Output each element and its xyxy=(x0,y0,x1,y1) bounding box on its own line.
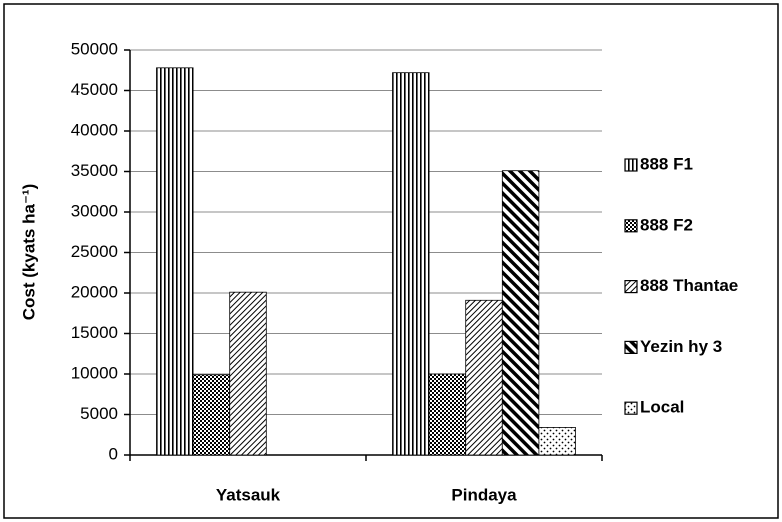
y-tick-label: 15000 xyxy=(71,323,118,342)
bar xyxy=(229,291,267,456)
legend-label: 888 F1 xyxy=(640,154,693,173)
bar xyxy=(392,72,430,456)
legend-swatch xyxy=(624,340,638,354)
y-tick-label: 35000 xyxy=(71,161,118,180)
bar xyxy=(428,373,467,456)
legend-swatch xyxy=(624,280,638,294)
x-tick-label: Pindaya xyxy=(451,485,517,504)
bar xyxy=(465,299,503,456)
y-tick-label: 30000 xyxy=(71,201,118,220)
y-tick-label: 5000 xyxy=(80,404,118,423)
y-tick-label: 45000 xyxy=(71,80,118,99)
y-tick-label: 50000 xyxy=(71,39,118,58)
legend-swatch xyxy=(624,158,638,172)
legend-label: 888 Thantae xyxy=(640,276,738,295)
bar xyxy=(538,427,576,456)
legend-swatch xyxy=(624,219,638,233)
bar xyxy=(156,67,194,456)
bar xyxy=(192,374,231,456)
legend-label: Local xyxy=(640,398,684,417)
legend-label: Yezin hy 3 xyxy=(640,337,722,356)
chart-border xyxy=(3,3,779,519)
legend-label: 888 F2 xyxy=(640,215,693,234)
y-tick-label: 20000 xyxy=(71,282,118,301)
y-tick-label: 40000 xyxy=(71,120,118,139)
y-tick-label: 25000 xyxy=(71,242,118,261)
y-axis-label: Cost (kyats ha⁻¹) xyxy=(19,184,38,321)
y-tick-label: 0 xyxy=(109,444,118,463)
x-tick-label: Yatsauk xyxy=(216,485,281,504)
bar xyxy=(501,170,540,456)
legend-swatch xyxy=(624,401,638,415)
y-tick-label: 10000 xyxy=(71,363,118,382)
